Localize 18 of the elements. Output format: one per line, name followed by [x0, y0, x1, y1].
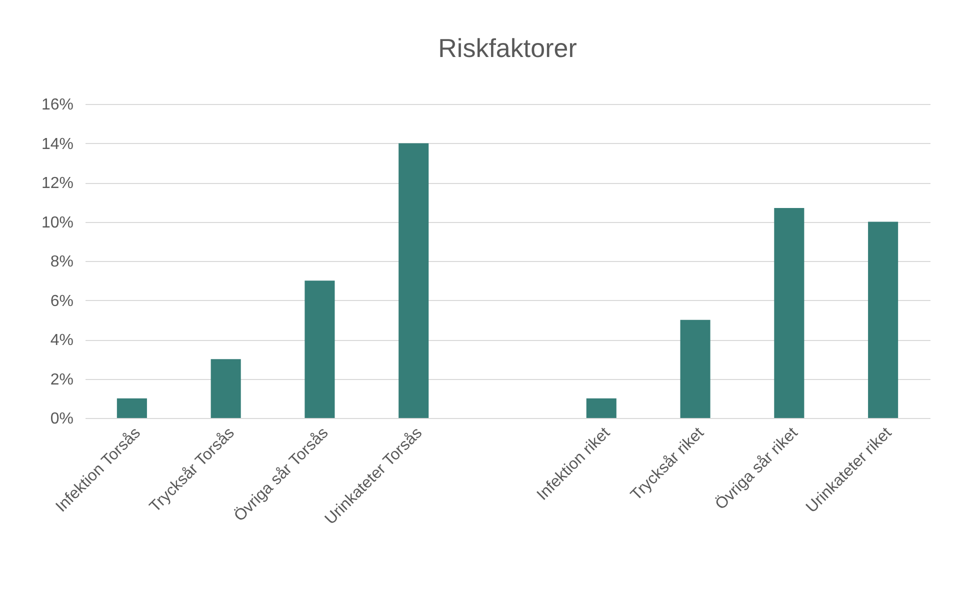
y-tick-label: 4%: [50, 332, 74, 349]
y-tick-label: 12%: [41, 175, 74, 192]
bar: [210, 359, 241, 418]
bar: [116, 398, 147, 418]
y-tick-label: 0%: [50, 410, 74, 428]
bar: [680, 320, 710, 418]
chart-title: Riskfaktorer: [438, 33, 578, 63]
bar: [586, 398, 616, 418]
bar: [868, 222, 898, 418]
bar: [398, 143, 429, 418]
y-tick-label: 16%: [41, 96, 74, 114]
y-tick-label: 2%: [50, 371, 74, 388]
bar: [774, 208, 804, 418]
y-tick-label: 6%: [50, 292, 74, 310]
y-tick-label: 8%: [50, 254, 74, 270]
y-tick-label: 10%: [41, 214, 74, 232]
bar: [304, 280, 335, 418]
y-tick-label: 14%: [41, 136, 74, 153]
